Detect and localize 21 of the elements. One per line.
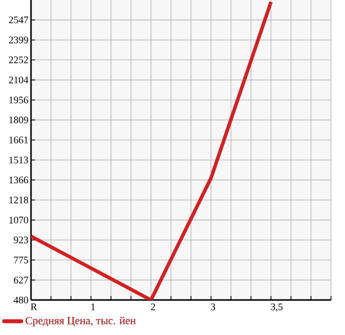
y-tick-label: 480 <box>14 296 28 304</box>
y-tick-label: 2547 <box>8 16 28 24</box>
y-tick-label: 1218 <box>9 196 28 204</box>
y-tick-label: 2252 <box>8 56 28 64</box>
y-tick-label: 1956 <box>9 96 28 104</box>
y-tick-label: 923 <box>14 236 28 244</box>
y-tick-label: 2399 <box>8 36 28 44</box>
x-tick-label: 3 <box>211 304 216 310</box>
y-tick-label: 2104 <box>8 76 28 84</box>
x-tick-label: 2 <box>150 304 155 310</box>
y-tick-label: 627 <box>14 276 28 284</box>
x-tick-label: 3,5 <box>271 304 283 312</box>
y-tick-label: 1366 <box>9 176 28 184</box>
y-tick-label: 1809 <box>9 116 28 124</box>
y-tick-label: 1070 <box>9 216 28 224</box>
x-tick-label: R <box>30 304 38 310</box>
y-tick-label: 1513 <box>9 156 28 164</box>
y-tick-label: 1661 <box>9 136 28 144</box>
y-tick-label: 775 <box>14 256 28 264</box>
x-tick-label: 1 <box>91 304 95 310</box>
legend-label: Средняя Цена, тыс. йен <box>26 316 136 327</box>
